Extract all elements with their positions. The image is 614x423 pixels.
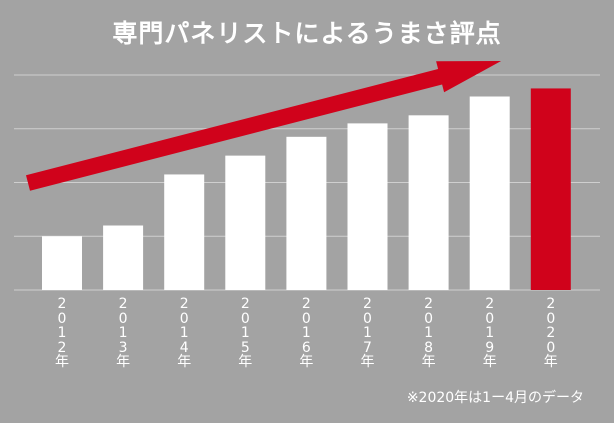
bar-2015年 (225, 155, 266, 290)
bar-2017年 (347, 123, 388, 290)
x-tick-label-2014年: 2 0 1 4 年 (177, 296, 192, 370)
bar-2020年 (530, 88, 571, 290)
trend-arrow (26, 61, 502, 191)
x-tick-label-2015年: 2 0 1 5 年 (238, 296, 253, 370)
x-tick-label-2020年: 2 0 2 0 年 (543, 296, 558, 370)
bar-2019年 (469, 96, 510, 290)
x-tick-label-2012年: 2 0 1 2 年 (55, 296, 69, 370)
bar-2013年 (103, 225, 144, 290)
x-tick-label-2013年: 2 0 1 3 年 (116, 296, 131, 370)
x-tick-label-2018年: 2 0 1 8 年 (421, 296, 436, 370)
bar-2016年 (286, 136, 327, 290)
x-tick-label-2017年: 2 0 1 7 年 (360, 296, 375, 370)
x-tick-label-2019年: 2 0 1 9 年 (482, 296, 497, 370)
footnote: ※2020年は1ー4月のデータ (406, 390, 584, 406)
bar-2014年 (164, 174, 205, 290)
chart-title: 専門パネリストによるうまさ評点 (112, 19, 502, 48)
x-tick-label-2016年: 2 0 1 6 年 (299, 296, 314, 370)
bar-2012年 (42, 236, 82, 290)
bar-2018年 (408, 115, 449, 290)
